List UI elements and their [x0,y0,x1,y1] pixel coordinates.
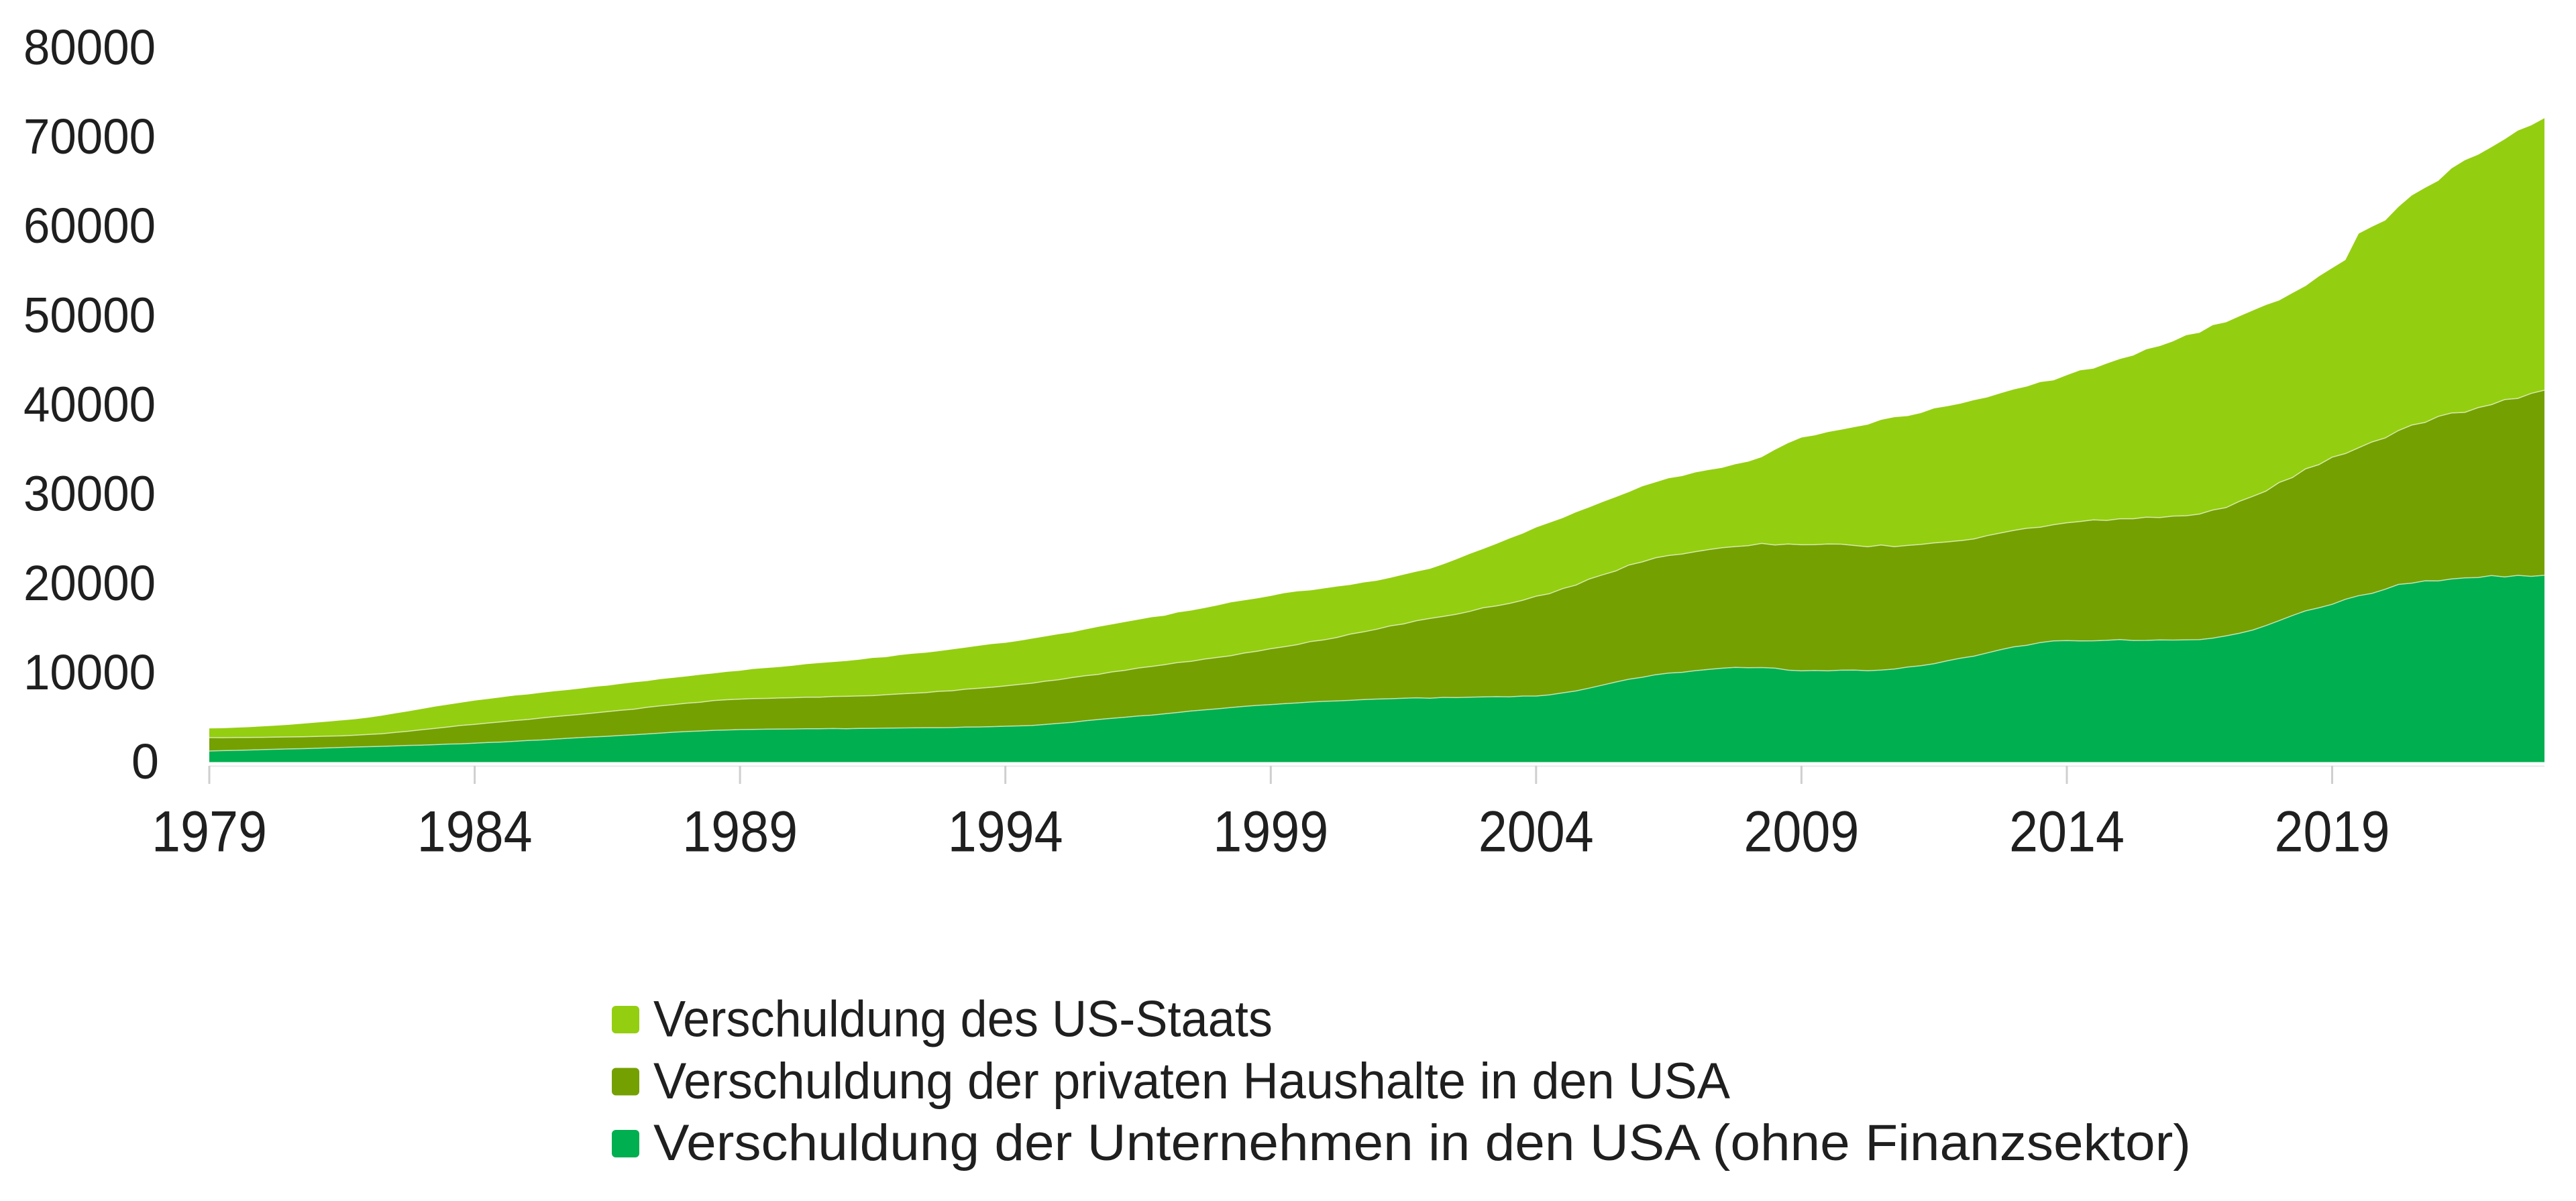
svg-text:Verschuldung der privaten Haus: Verschuldung der privaten Haushalte in d… [653,1053,1730,1110]
svg-text:Verschuldung des US-Staats: Verschuldung des US-Staats [653,991,1273,1048]
svg-text:1989: 1989 [682,800,798,864]
svg-text:2014: 2014 [2009,800,2125,864]
svg-text:2019: 2019 [2275,800,2390,864]
svg-text:10000: 10000 [23,644,156,700]
svg-text:1979: 1979 [152,800,267,864]
svg-text:1984: 1984 [417,800,533,864]
svg-text:1999: 1999 [1213,800,1328,864]
svg-text:40000: 40000 [23,377,156,433]
svg-text:20000: 20000 [23,555,156,611]
svg-text:1994: 1994 [948,800,1063,864]
svg-text:60000: 60000 [23,198,156,253]
svg-text:70000: 70000 [23,109,156,164]
svg-text:2009: 2009 [1743,800,1859,864]
svg-text:50000: 50000 [23,287,156,343]
svg-text:80000: 80000 [23,19,156,75]
svg-text:0: 0 [131,734,159,789]
svg-text:2004: 2004 [1479,800,1594,864]
svg-text:30000: 30000 [23,466,156,522]
svg-text:Verschuldung der Unternehmen i: Verschuldung der Unternehmen in den USA … [653,1114,2191,1171]
